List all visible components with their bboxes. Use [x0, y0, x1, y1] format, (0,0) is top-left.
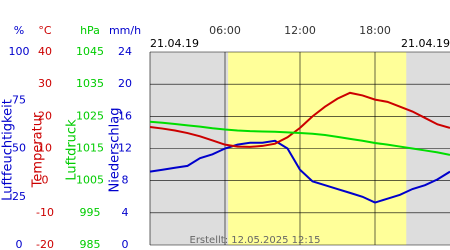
- y-tick-label: 985: [80, 238, 101, 250]
- y-tick-label: 30: [38, 77, 52, 90]
- y-tick-label: 75: [12, 93, 26, 106]
- axis-title: Luftfeuchtigkeit: [1, 99, 16, 201]
- y-tick-label: 8: [122, 174, 129, 187]
- axis-title: Niederschlag: [108, 108, 123, 193]
- series-line: [149, 91, 450, 148]
- y-tick-label: 12: [118, 142, 132, 155]
- y-tick-label: -20: [36, 238, 54, 250]
- date-right: 21.04.19: [401, 37, 450, 50]
- axis-unit: hPa: [80, 24, 100, 37]
- y-tick-label: 4: [122, 206, 129, 219]
- y-tick-label: 1035: [76, 77, 104, 90]
- axis-unit: °C: [38, 24, 52, 37]
- y-tick-label: 0: [42, 174, 49, 187]
- y-tick-label: 1025: [76, 109, 104, 122]
- y-tick-label: 50: [12, 142, 26, 155]
- y-tick-label: 100: [9, 45, 30, 58]
- axis-title: Temperatur: [31, 112, 46, 188]
- series-line: [149, 120, 450, 156]
- axis-unit: mm/h: [109, 24, 141, 37]
- date-left: 21.04.19: [150, 37, 199, 50]
- y-tick-label: 24: [118, 45, 132, 58]
- y-tick-label: 1015: [76, 142, 104, 155]
- y-tick-label: 10: [38, 142, 52, 155]
- y-tick-label: 20: [118, 77, 132, 90]
- axis-title: Luftdruck: [65, 119, 80, 181]
- x-tick-label: 12:00: [284, 24, 316, 37]
- y-tick-label: 0: [16, 238, 23, 250]
- x-tick-label: 06:00: [209, 24, 241, 37]
- series-line: [149, 139, 450, 204]
- x-tick-label: 18:00: [359, 24, 391, 37]
- y-tick-label: 20: [38, 109, 52, 122]
- y-tick-label: 16: [118, 109, 132, 122]
- y-tick-label: 25: [12, 190, 26, 203]
- y-tick-label: 995: [80, 206, 101, 219]
- footer: Erstellt: 12.05.2025 12:15: [190, 235, 321, 246]
- y-tick-label: 40: [38, 45, 52, 58]
- y-tick-label: 1045: [76, 45, 104, 58]
- y-tick-label: -10: [36, 206, 54, 219]
- axis-unit: %: [14, 24, 24, 37]
- y-tick-label: 1005: [76, 174, 104, 187]
- y-tick-label: 0: [122, 238, 129, 250]
